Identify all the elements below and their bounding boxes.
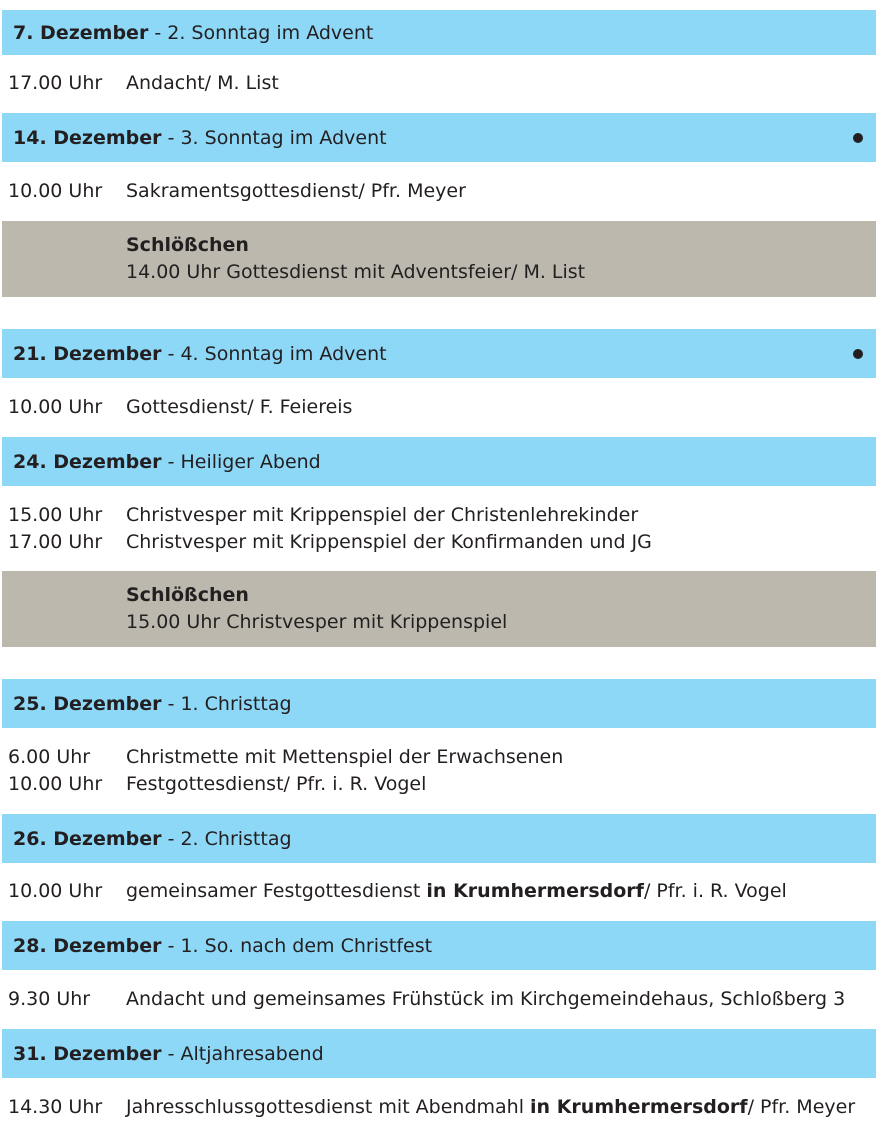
day-header-text: 28. Dezember - 1. So. nach dem Christfes…: [13, 935, 432, 957]
day-header-text: 21. Dezember - 4. Sonntag im Advent: [13, 343, 387, 365]
day-date: 14. Dezember: [13, 126, 162, 149]
note-content: Schlößchen 15.00 Uhr Christvesper mit Kri…: [126, 582, 507, 636]
event-location: in Krumhermersdorf: [426, 880, 644, 902]
event-time: 17.00 Uhr: [8, 531, 103, 553]
day-title: Heiliger Abend: [180, 450, 321, 473]
separator: -: [161, 827, 181, 850]
day-title: 4. Sonntag im Advent: [180, 342, 387, 365]
event-row: 10.00 Uhr gemeinsamer Festgottesdienst in…: [8, 878, 787, 905]
event-time: 9.30 Uhr: [8, 988, 91, 1010]
event-time: 6.00 Uhr: [8, 746, 91, 768]
separator: -: [161, 692, 181, 715]
event-text: Sakramentsgottesdienst/ Pfr. Meyer: [126, 180, 466, 202]
event-description: Sakramentsgottesdienst/ Pfr. Meyer: [126, 180, 466, 202]
day-header: 7. Dezember - 2. Sonntag im Advent: [2, 10, 876, 55]
event-description: gemeinsamer Festgottesdienst in Krumherm…: [126, 880, 787, 902]
event-time: 10.00 Uhr: [8, 773, 103, 795]
day-header: 25. Dezember - 1. Christtag: [2, 679, 876, 728]
separator: -: [161, 450, 181, 473]
separator: -: [161, 1042, 181, 1065]
event-row: 17.00 Uhr Christvesper mit Krippenspiel d…: [8, 529, 652, 556]
note-box: Schlößchen 15.00 Uhr Christvesper mit Kri…: [2, 571, 876, 647]
day-title: 1. Christtag: [180, 692, 292, 715]
event-time: 10.00 Uhr: [8, 396, 103, 418]
day-header-text: 7. Dezember - 2. Sonntag im Advent: [13, 22, 373, 44]
event-text: gemeinsamer Festgottesdienst: [126, 880, 427, 902]
event-time: 15.00 Uhr: [8, 504, 103, 526]
day-header-text: 26. Dezember - 2. Christtag: [13, 828, 292, 850]
separator: -: [161, 126, 181, 149]
day-title: Altjahresabend: [180, 1042, 324, 1065]
event-text: Christvesper mit Krippenspiel der Christ…: [126, 504, 639, 526]
day-date: 7. Dezember: [13, 21, 149, 44]
day-title: 2. Christtag: [180, 827, 292, 850]
note-location: Schlößchen: [126, 234, 249, 256]
event-row: 10.00 Uhr Gottesdienst/ F. Feiereis: [8, 394, 352, 421]
day-date: 28. Dezember: [13, 934, 162, 957]
day-title: 2. Sonntag im Advent: [167, 21, 374, 44]
day-header-text: 25. Dezember - 1. Christtag: [13, 693, 292, 715]
day-date: 21. Dezember: [13, 342, 162, 365]
bullet-dot-icon: [853, 348, 863, 359]
event-row: 10.00 Uhr Festgottesdienst/ Pfr. i. R. Vo…: [8, 771, 426, 798]
event-row: 17.00 Uhr Andacht/ M. List: [8, 70, 279, 97]
event-description: Andacht/ M. List: [126, 72, 279, 94]
event-text: Jahresschlussgottesdienst mit Abendmahl: [126, 1096, 531, 1118]
event-row: 6.00 Uhr Christmette mit Mettenspiel der …: [8, 744, 563, 771]
event-description: Christmette mit Mettenspiel der Erwachse…: [126, 746, 563, 768]
day-date: 24. Dezember: [13, 450, 162, 473]
day-header: 14. Dezember - 3. Sonntag im Advent: [2, 113, 876, 162]
event-row: 9.30 Uhr Andacht und gemeinsames Frühstüc…: [8, 986, 845, 1013]
event-description: Gottesdienst/ F. Feiereis: [126, 396, 352, 418]
day-title: 1. So. nach dem Christfest: [180, 934, 433, 957]
event-row: 15.00 Uhr Christvesper mit Krippenspiel d…: [8, 502, 638, 529]
separator: -: [148, 21, 168, 44]
day-header: 24. Dezember - Heiliger Abend: [2, 437, 876, 486]
event-time: 17.00 Uhr: [8, 72, 103, 94]
day-title: 3. Sonntag im Advent: [180, 126, 387, 149]
event-description: Christvesper mit Krippenspiel der Christ…: [126, 504, 638, 526]
event-description: Festgottesdienst/ Pfr. i. R. Vogel: [126, 773, 426, 795]
event-location: in Krumhermersdorf: [530, 1096, 748, 1118]
event-text: Andacht und gemeinsames Frühstück im Kir…: [126, 988, 846, 1010]
separator: -: [161, 934, 181, 957]
event-time: 14.30 Uhr: [8, 1096, 103, 1118]
event-description: Jahresschlussgottesdienst mit Abendmahl …: [126, 1096, 855, 1118]
note-box: Schlößchen 14.00 Uhr Gottesdienst mit Adv…: [2, 221, 876, 297]
day-header-text: 14. Dezember - 3. Sonntag im Advent: [13, 127, 387, 149]
event-text: Andacht/ M. List: [126, 72, 279, 94]
day-header: 21. Dezember - 4. Sonntag im Advent: [2, 329, 876, 378]
day-date: 26. Dezember: [13, 827, 162, 850]
bullet-dot-icon: [853, 132, 863, 143]
event-text: / Pfr. i. R. Vogel: [643, 880, 787, 902]
day-header-text: 31. Dezember - Altjahresabend: [13, 1043, 324, 1065]
day-date: 31. Dezember: [13, 1042, 162, 1065]
event-text: Christvesper mit Krippenspiel der Konfir…: [126, 531, 652, 553]
day-header: 26. Dezember - 2. Christtag: [2, 814, 876, 863]
day-header: 31. Dezember - Altjahresabend: [2, 1029, 876, 1078]
day-header-text: 24. Dezember - Heiliger Abend: [13, 451, 321, 473]
event-description: Andacht und gemeinsames Frühstück im Kir…: [126, 988, 845, 1010]
day-date: 25. Dezember: [13, 692, 162, 715]
event-time: 10.00 Uhr: [8, 880, 103, 902]
separator: -: [161, 342, 181, 365]
note-content: Schlößchen 14.00 Uhr Gottesdienst mit Adv…: [126, 232, 585, 286]
event-text: Festgottesdienst/ Pfr. i. R. Vogel: [126, 773, 427, 795]
event-time: 10.00 Uhr: [8, 180, 103, 202]
event-row: 10.00 Uhr Sakramentsgottesdienst/ Pfr. Me…: [8, 178, 466, 205]
event-description: Christvesper mit Krippenspiel der Konfir…: [126, 531, 652, 553]
event-text: / Pfr. Meyer: [747, 1096, 856, 1118]
note-location: Schlößchen: [126, 584, 249, 606]
note-text: 14.00 Uhr Gottesdienst mit Adventsfeier/…: [126, 261, 586, 283]
event-text: Christmette mit Mettenspiel der Erwachse…: [126, 746, 564, 768]
event-text: Gottesdienst/ F. Feiereis: [126, 396, 353, 418]
day-header: 28. Dezember - 1. So. nach dem Christfes…: [2, 921, 876, 970]
note-text: 15.00 Uhr Christvesper mit Krippenspiel: [126, 611, 508, 633]
event-row: 14.30 Uhr Jahresschlussgottesdienst mit A…: [8, 1094, 855, 1121]
